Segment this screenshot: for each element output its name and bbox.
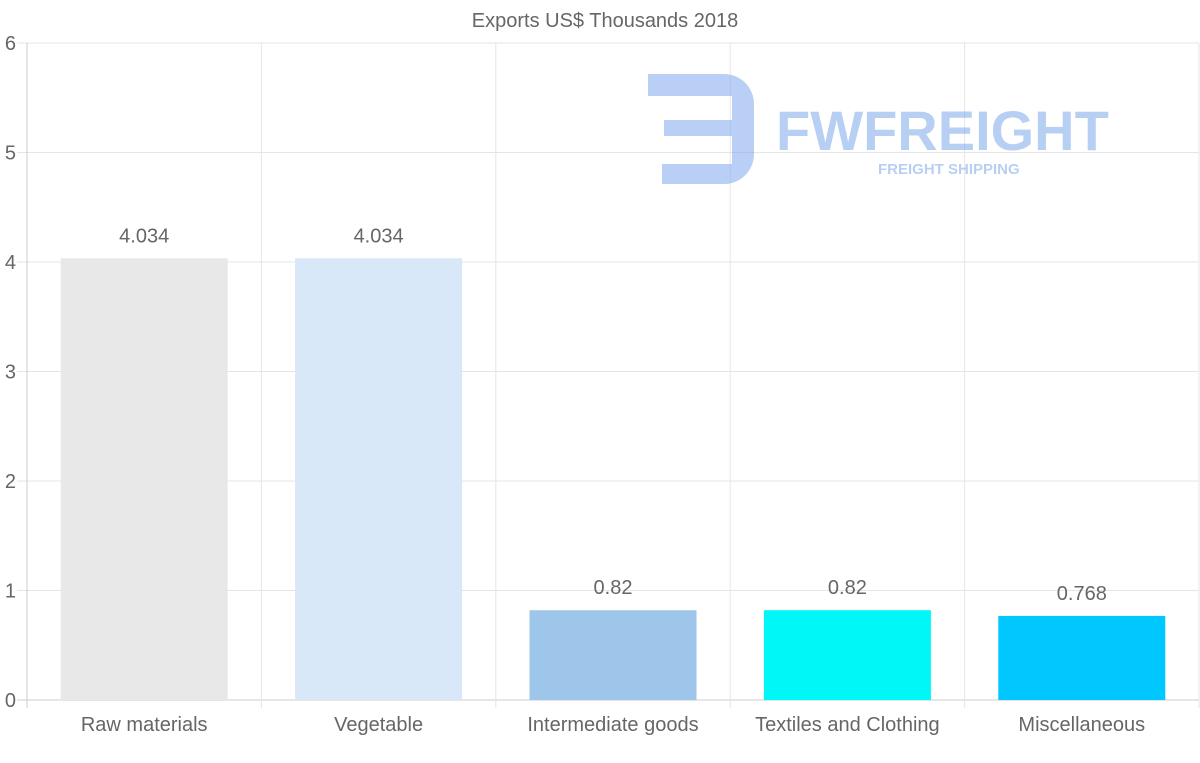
watermark-brand: FWFREIGHT [776,99,1109,162]
x-tick-label: Vegetable [334,714,423,736]
bar [529,610,697,700]
y-tick-label: 0 [5,690,16,712]
chart-bars [60,258,1166,700]
y-tick-label: 4 [5,252,16,274]
bar [998,615,1166,700]
y-tick-label: 5 [5,143,16,165]
bar [763,610,931,700]
y-tick-label: 1 [5,581,16,603]
watermark-tagline: FREIGHT SHIPPING [878,161,1020,178]
x-tick-label: Intermediate goods [527,714,698,736]
y-axis-labels: 0 1 2 3 4 5 6 [5,33,16,712]
bar-value-label: 4.034 [354,225,404,247]
chart-title: Exports US$ Thousands 2018 [472,10,738,32]
bar-value-label: 4.034 [119,225,169,247]
x-tick-label: Miscellaneous [1018,714,1145,736]
bar [295,258,463,700]
bar [60,258,228,700]
bar-value-label: 0.82 [828,577,867,599]
chart-value-labels: 4.034 4.034 0.82 0.82 0.768 [119,225,1107,605]
watermark-logo-icon [648,74,754,184]
x-tick-label: Raw materials [81,714,208,736]
x-axis-labels: Raw materials Vegetable Intermediate goods… [81,714,1145,736]
y-tick-label: 6 [5,33,16,55]
x-tick-label: Textiles and Clothing [755,714,940,736]
y-tick-label: 3 [5,362,16,384]
y-tick-label: 2 [5,471,16,493]
bar-value-label: 0.768 [1057,583,1107,605]
bar-value-label: 0.82 [594,577,633,599]
watermark: FWFREIGHT FREIGHT SHIPPING [648,74,1109,184]
